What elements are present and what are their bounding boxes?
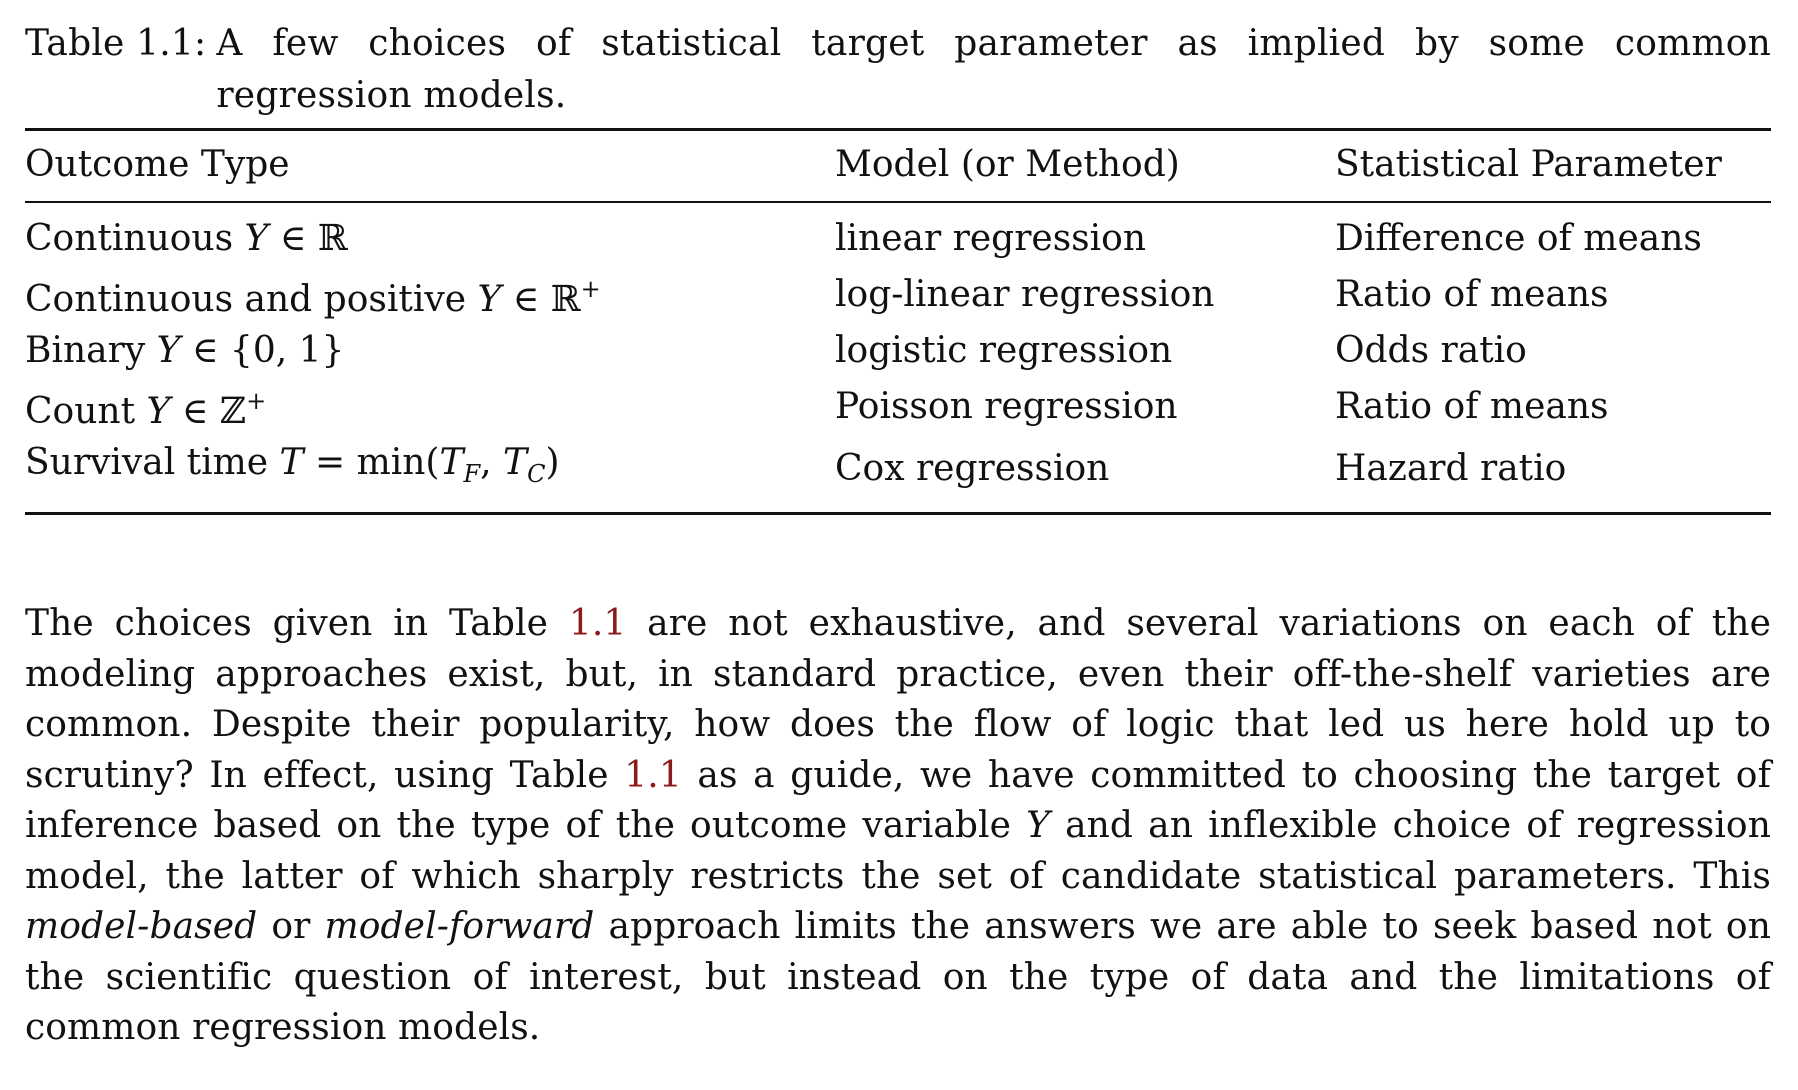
text-fragment: as a guide, we have committed to choosin… — [25, 754, 1771, 847]
text-fragment: T — [503, 442, 528, 483]
text-fragment: ∈ ℤ — [170, 391, 247, 432]
parameter-cell: Ratio of means — [1335, 386, 1609, 427]
outcome-cell: Continuous and positive Y ∈ ℝ+ — [25, 264, 835, 325]
parameter-cell: Ratio of means — [1335, 274, 1609, 315]
text-fragment: Binary — [25, 330, 157, 371]
text-fragment: model-based — [25, 906, 258, 947]
text-fragment: and an inflexible choice of regression m… — [25, 805, 1771, 897]
regression-table-body: Continuous Y ∈ ℝ linear regression Diffe… — [25, 203, 1771, 508]
text-fragment: Count — [25, 391, 147, 432]
text-fragment: + — [580, 275, 601, 303]
header-statistical-parameter: Statistical Parameter — [1335, 144, 1722, 185]
table-row: Count Y ∈ ℤ+ Poisson regression Ratio of… — [25, 376, 1771, 437]
text-fragment: ∈ ℝ — [501, 279, 581, 320]
model-cell: Cox regression — [835, 448, 1110, 489]
table-row: Continuous and positive Y ∈ ℝ+ log-linea… — [25, 264, 1771, 325]
text-fragment: , — [480, 442, 504, 483]
text-fragment: = min( — [303, 442, 440, 483]
text-fragment: F — [463, 460, 481, 488]
outcome-cell: Continuous Y ∈ ℝ — [25, 203, 835, 264]
body-paragraph: The choices given in Table 1.1 are not e… — [25, 599, 1771, 1054]
text-fragment: ∈ {0, 1} — [180, 330, 345, 371]
text-fragment: The choices given in Table — [25, 603, 569, 644]
text-fragment: Survival time — [25, 442, 280, 483]
table-reference-link[interactable]: 1.1 — [568, 603, 627, 644]
text-fragment: ∈ ℝ — [268, 218, 348, 259]
outcome-cell: Survival time T = min(TF, TC) — [25, 437, 835, 508]
text-fragment: Y — [1026, 805, 1051, 846]
document-page: Table 1.1: A few choices of statistical … — [25, 18, 1771, 1090]
table-row: Survival time T = min(TF, TC) Cox regres… — [25, 437, 1771, 508]
text-fragment: Y — [477, 279, 502, 320]
text-fragment: + — [246, 387, 267, 415]
text-fragment: ) — [545, 442, 560, 483]
table-header-row: Outcome Type Model (or Method) Statistic… — [25, 131, 1771, 199]
table-top-rule — [25, 128, 1771, 131]
table-row: Binary Y ∈ {0, 1} logistic regression Od… — [25, 325, 1771, 376]
text-fragment: are not exhaustive, and several variatio… — [25, 603, 1771, 796]
text-fragment: C — [527, 460, 546, 488]
outcome-cell: Binary Y ∈ {0, 1} — [25, 325, 835, 376]
parameter-cell: Difference of means — [1335, 218, 1702, 259]
text-fragment: Continuous and positive — [25, 279, 478, 320]
header-outcome-type: Outcome Type — [25, 144, 290, 185]
model-cell: log-linear regression — [835, 274, 1215, 315]
table-bottom-rule — [25, 512, 1771, 515]
text-fragment: T — [439, 442, 464, 483]
parameter-cell: Hazard ratio — [1335, 448, 1567, 489]
model-cell: Poisson regression — [835, 386, 1178, 427]
regression-table: Outcome Type Model (or Method) Statistic… — [25, 131, 1771, 199]
table-caption: Table 1.1: A few choices of statistical … — [25, 18, 1771, 122]
text-fragment: or — [257, 906, 325, 947]
parameter-cell: Odds ratio — [1335, 330, 1527, 371]
caption-text: A few choices of statistical target para… — [216, 23, 1771, 116]
text-fragment: Y — [244, 218, 269, 259]
model-cell: logistic regression — [835, 330, 1173, 371]
text-fragment: Y — [156, 330, 181, 371]
table-row: Continuous Y ∈ ℝ linear regression Diffe… — [25, 203, 1771, 264]
model-cell: linear regression — [835, 218, 1147, 259]
outcome-cell: Count Y ∈ ℤ+ — [25, 376, 835, 437]
text-fragment: T — [279, 442, 304, 483]
table-mid-rule — [25, 201, 1771, 203]
text-fragment: Continuous — [25, 218, 245, 259]
text-fragment: Y — [146, 391, 171, 432]
text-fragment: model-forward — [324, 906, 595, 947]
table-reference-link[interactable]: 1.1 — [624, 754, 682, 796]
caption-label: Table 1.1: — [25, 23, 207, 64]
header-model: Model (or Method) — [835, 144, 1180, 185]
